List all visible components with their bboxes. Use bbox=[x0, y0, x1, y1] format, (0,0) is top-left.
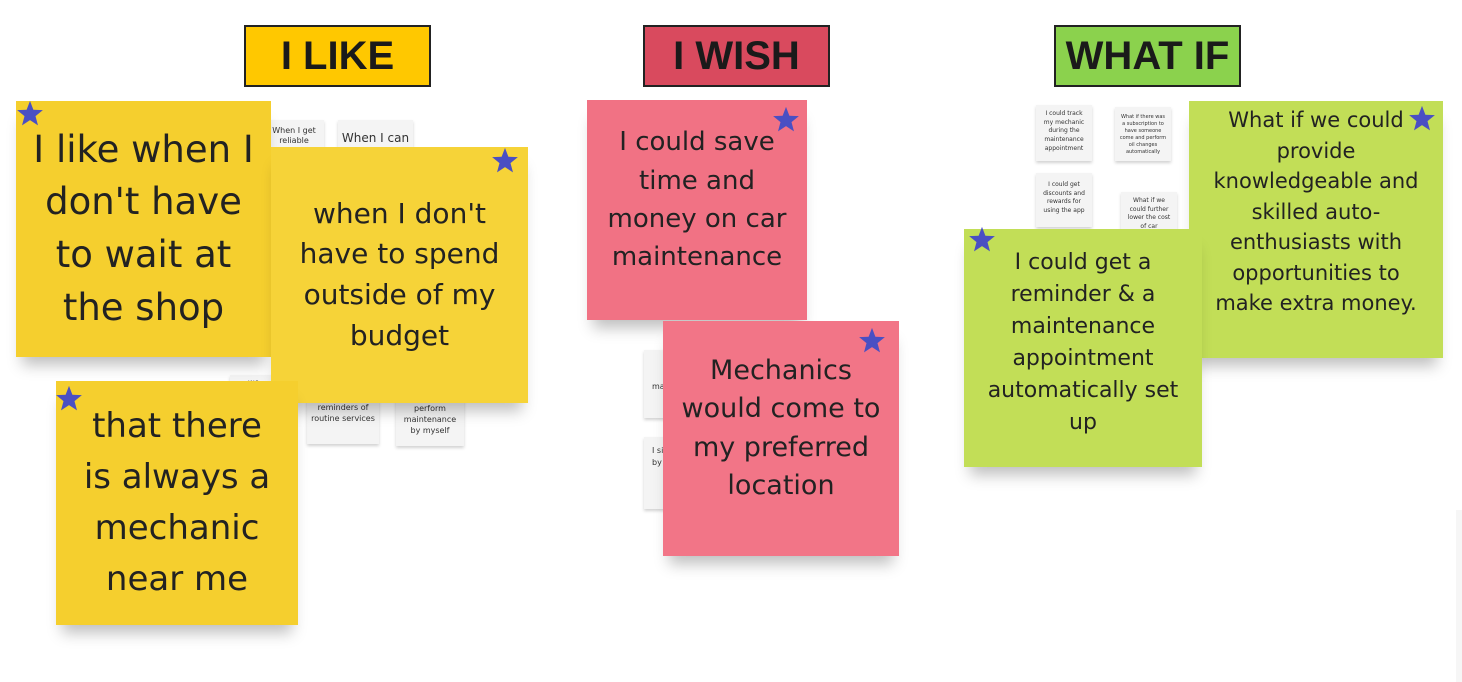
sticky-note-whatif-knowledge[interactable]: What if we could provide knowledgeable a… bbox=[1189, 101, 1443, 358]
star-icon bbox=[773, 106, 799, 132]
star-icon bbox=[492, 147, 518, 173]
small-card-text: When I can bbox=[341, 131, 410, 145]
sticky-note-text: I could get a reminder & a maintenance a… bbox=[987, 249, 1179, 436]
small-card[interactable]: What if there was a subscription to have… bbox=[1115, 107, 1171, 161]
small-card-text: What if we could further lower the cost … bbox=[1127, 197, 1171, 231]
canvas-edge-divider bbox=[1456, 510, 1462, 682]
sticky-note-text: that there is always a mechanic near me bbox=[83, 406, 271, 599]
header-what-if-label: WHAT IF bbox=[1065, 33, 1230, 78]
star-icon bbox=[56, 385, 82, 411]
header-what-if[interactable]: WHAT IF bbox=[1054, 25, 1241, 87]
header-i-like[interactable]: I LIKE bbox=[244, 25, 431, 87]
sticky-note-whatif-reminder[interactable]: I could get a reminder & a maintenance a… bbox=[964, 229, 1202, 467]
sticky-note-text: What if we could provide knowledgeable a… bbox=[1213, 108, 1419, 316]
sticky-note-wish-location[interactable]: Mechanics would come to my preferred loc… bbox=[663, 321, 899, 556]
sticky-note-like-mechanic[interactable]: that there is always a mechanic near me bbox=[56, 381, 298, 625]
header-i-wish[interactable]: I WISH bbox=[643, 25, 830, 87]
sticky-note-like-wait[interactable]: I like when I don't have to wait at the … bbox=[16, 101, 271, 357]
star-icon bbox=[859, 327, 885, 353]
small-card-text: I could track my mechanic during the mai… bbox=[1043, 110, 1085, 152]
small-card[interactable]: What if we could further lower the cost … bbox=[1121, 192, 1177, 234]
star-icon bbox=[1409, 105, 1435, 131]
sticky-note-text: Mechanics would come to my preferred loc… bbox=[681, 354, 881, 501]
small-card[interactable]: I could track my mechanic during the mai… bbox=[1036, 105, 1092, 161]
sticky-note-like-budget[interactable]: when I don't have to spend outside of my… bbox=[271, 147, 528, 403]
small-card[interactable]: I could get discounts and rewards for us… bbox=[1036, 173, 1092, 227]
sticky-note-text: I like when I don't have to wait at the … bbox=[33, 127, 254, 329]
small-card-text: I could get discounts and rewards for us… bbox=[1043, 181, 1085, 215]
star-icon bbox=[17, 100, 43, 126]
small-card-text: ma bbox=[652, 382, 665, 391]
small-card-text: What if there was a subscription to have… bbox=[1119, 114, 1167, 155]
small-card-text: reminders of routine services bbox=[311, 403, 375, 424]
sticky-note-wish-save[interactable]: I could save time and money on car maint… bbox=[587, 100, 807, 320]
sticky-note-text: when I don't have to spend outside of my… bbox=[299, 196, 500, 352]
header-i-wish-label: I WISH bbox=[673, 33, 800, 78]
sticky-note-text: I could save time and money on car maint… bbox=[607, 127, 787, 273]
header-i-like-label: I LIKE bbox=[280, 33, 395, 78]
star-icon bbox=[969, 226, 995, 252]
small-card-text: perform maintenance by myself bbox=[403, 404, 457, 436]
small-card-text: When I get reliable bbox=[272, 126, 316, 146]
